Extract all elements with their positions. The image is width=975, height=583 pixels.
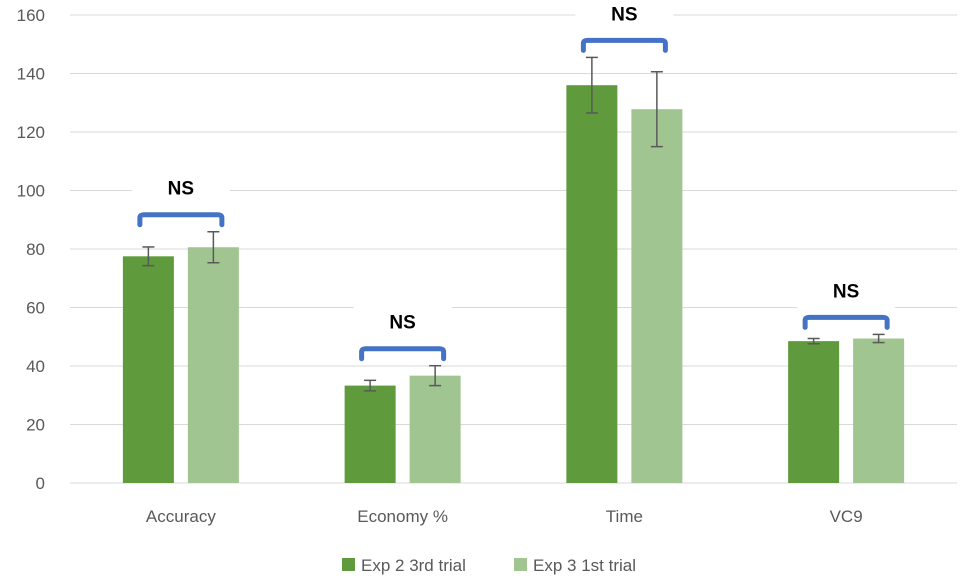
significance-label: NS [611, 4, 637, 25]
y-tick-label: 60 [26, 299, 45, 318]
x-category-label: Time [606, 507, 643, 526]
significance-label: NS [168, 179, 194, 200]
bar-vc9-series-1 [788, 341, 840, 483]
error-bars [142, 56, 885, 392]
y-tick-label: 100 [17, 182, 45, 201]
bar-economy--series-2 [409, 375, 461, 483]
significance-bracket [137, 212, 225, 228]
y-tick-label: 160 [17, 6, 45, 25]
annotation-background [131, 166, 230, 211]
y-tick-label: 80 [26, 240, 45, 259]
annotation-background [353, 300, 452, 345]
y-tick-label: 20 [26, 416, 45, 435]
bar-vc9-series-2 [853, 338, 905, 483]
bar-time-series-2 [631, 109, 683, 483]
x-category-label: Economy % [357, 507, 448, 526]
bar-economy--series-1 [344, 385, 396, 483]
y-tick-label: 0 [36, 474, 45, 493]
annotation-background [575, 0, 674, 37]
legend-label-series-2: Exp 3 1st trial [533, 556, 636, 575]
legend: Exp 2 3rd trial Exp 3 1st trial [342, 556, 636, 575]
significance-bracket [802, 314, 890, 330]
y-tick-label: 140 [17, 65, 45, 84]
legend-swatch-series-2 [514, 558, 527, 571]
x-axis-category-labels: Accuracy Economy % Time VC9 [146, 507, 863, 526]
significance-label: NS [833, 281, 859, 302]
bar-accuracy-series-1 [122, 256, 174, 483]
significance-annotations: NS NS NS NS [131, 0, 896, 362]
y-axis-tick-labels: 0 20 40 60 80 100 120 140 160 [17, 6, 45, 493]
significance-bracket [580, 37, 668, 53]
significance-label: NS [389, 313, 415, 334]
x-category-label: VC9 [830, 507, 863, 526]
significance-bracket [359, 346, 447, 362]
bar-accuracy-series-2 [187, 247, 239, 483]
legend-label-series-1: Exp 2 3rd trial [361, 556, 466, 575]
y-tick-label: 120 [17, 123, 45, 142]
bars [122, 85, 905, 483]
y-tick-label: 40 [26, 357, 45, 376]
bar-time-series-1 [566, 85, 618, 483]
annotation-background [797, 269, 896, 314]
legend-swatch-series-1 [342, 558, 355, 571]
x-category-label: Accuracy [146, 507, 216, 526]
